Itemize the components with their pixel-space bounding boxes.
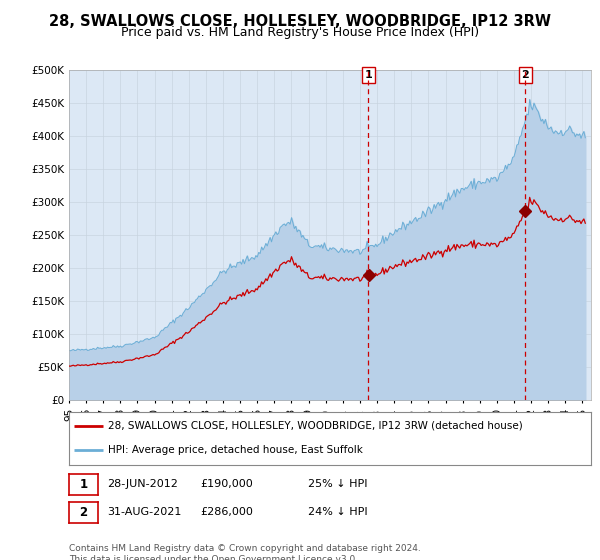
Text: 1: 1 bbox=[364, 70, 372, 80]
Text: 31-AUG-2021: 31-AUG-2021 bbox=[107, 507, 181, 517]
Text: 24% ↓ HPI: 24% ↓ HPI bbox=[308, 507, 367, 517]
Text: Contains HM Land Registry data © Crown copyright and database right 2024.
This d: Contains HM Land Registry data © Crown c… bbox=[69, 544, 421, 560]
Text: 2: 2 bbox=[79, 506, 88, 519]
Text: 28-JUN-2012: 28-JUN-2012 bbox=[107, 479, 178, 489]
Text: 28, SWALLOWS CLOSE, HOLLESLEY, WOODBRIDGE, IP12 3RW: 28, SWALLOWS CLOSE, HOLLESLEY, WOODBRIDG… bbox=[49, 14, 551, 29]
Text: Price paid vs. HM Land Registry's House Price Index (HPI): Price paid vs. HM Land Registry's House … bbox=[121, 26, 479, 39]
Text: 25% ↓ HPI: 25% ↓ HPI bbox=[308, 479, 367, 489]
Text: 2: 2 bbox=[521, 70, 529, 80]
Text: HPI: Average price, detached house, East Suffolk: HPI: Average price, detached house, East… bbox=[108, 445, 363, 455]
Text: 28, SWALLOWS CLOSE, HOLLESLEY, WOODBRIDGE, IP12 3RW (detached house): 28, SWALLOWS CLOSE, HOLLESLEY, WOODBRIDG… bbox=[108, 421, 523, 431]
Text: £190,000: £190,000 bbox=[200, 479, 253, 489]
Text: 1: 1 bbox=[79, 478, 88, 491]
Text: £286,000: £286,000 bbox=[200, 507, 253, 517]
